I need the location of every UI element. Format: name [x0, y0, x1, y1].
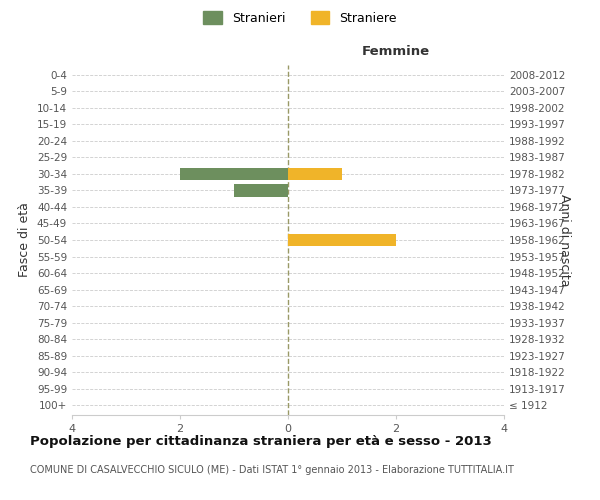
Text: Femmine: Femmine	[362, 45, 430, 58]
Bar	[234, 184, 288, 196]
Bar	[288, 168, 342, 180]
Bar	[288, 234, 396, 246]
Text: Popolazione per cittadinanza straniera per età e sesso - 2013: Popolazione per cittadinanza straniera p…	[30, 435, 492, 448]
Y-axis label: Anni di nascita: Anni di nascita	[558, 194, 571, 286]
Y-axis label: Fasce di età: Fasce di età	[19, 202, 31, 278]
Text: COMUNE DI CASALVECCHIO SICULO (ME) - Dati ISTAT 1° gennaio 2013 - Elaborazione T: COMUNE DI CASALVECCHIO SICULO (ME) - Dat…	[30, 465, 514, 475]
Bar	[180, 168, 288, 180]
Legend: Stranieri, Straniere: Stranieri, Straniere	[203, 11, 397, 25]
